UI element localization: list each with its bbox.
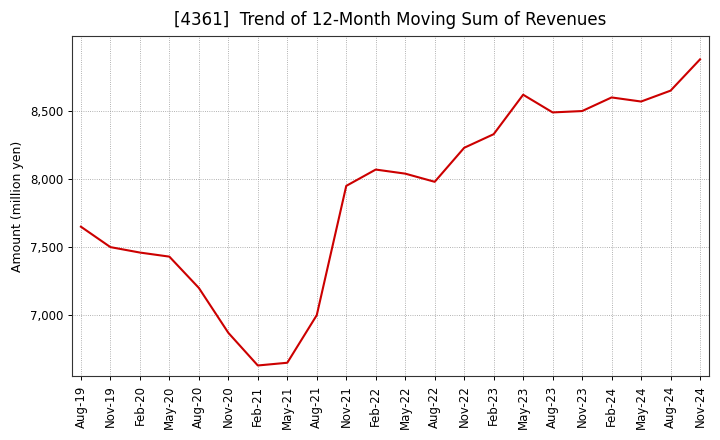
Title: [4361]  Trend of 12-Month Moving Sum of Revenues: [4361] Trend of 12-Month Moving Sum of R… [174,11,607,29]
Y-axis label: Amount (million yen): Amount (million yen) [11,141,24,272]
